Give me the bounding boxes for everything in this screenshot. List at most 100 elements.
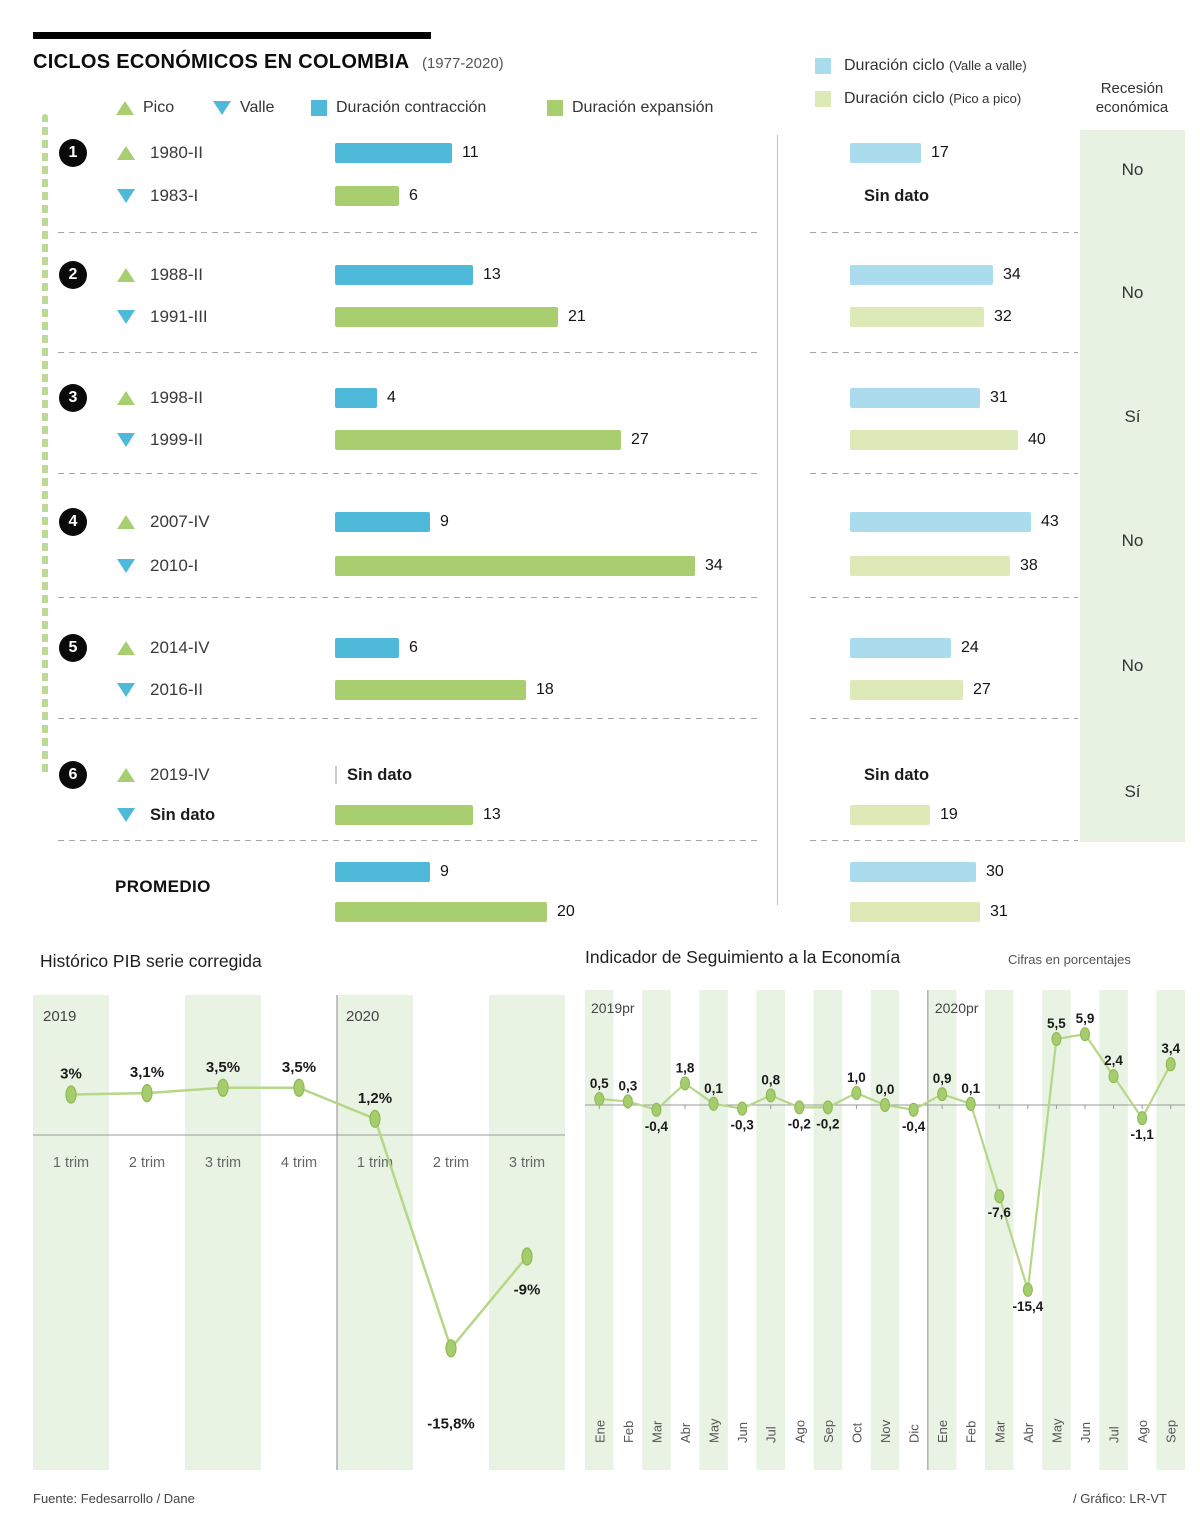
expansion-bar-value: 6: [409, 187, 418, 204]
legend-expansion: Duración expansión: [547, 99, 713, 117]
contraction-bar-value: 11: [462, 144, 479, 161]
graphic-credit: / Gráfico: LR-VT: [1073, 1491, 1167, 1506]
svg-text:0,9: 0,9: [933, 1071, 952, 1086]
cycle-vv-bar-value: 43: [1041, 513, 1059, 530]
svg-text:1,2%: 1,2%: [358, 1090, 392, 1107]
avg-cycle-pp-bar-value: 31: [990, 903, 1008, 920]
row-separator: [58, 232, 760, 233]
section-divider-line: [777, 135, 778, 905]
svg-text:3,4: 3,4: [1161, 1041, 1180, 1056]
source-credit: Fuente: Fedesarrollo / Dane: [33, 1491, 195, 1506]
contraction-swatch: [311, 100, 327, 116]
recession-status: No: [1121, 283, 1144, 302]
page-title: CICLOS ECONÓMICOS EN COLOMBIA: [33, 51, 410, 73]
avg-cycle-pp-bar: [850, 902, 980, 922]
cycle-number: 4: [59, 508, 87, 536]
pico-icon: [117, 268, 135, 282]
valle-icon: [117, 808, 135, 822]
timeline-dotted-line: [42, 114, 48, 776]
row-separator: [810, 352, 1078, 353]
valle-icon: [117, 559, 135, 573]
peak-date: 2019-IV: [150, 765, 210, 784]
expansion-bar: [335, 680, 526, 700]
svg-text:Abr: Abr: [1021, 1422, 1036, 1443]
svg-text:-0,3: -0,3: [731, 1118, 755, 1133]
legend-cycle-vv-label: Duración ciclo (Valle a valle): [844, 57, 1027, 75]
expansion-bar: [335, 556, 695, 576]
cycle-number: 2: [59, 261, 87, 289]
svg-text:-15,4: -15,4: [1012, 1299, 1043, 1314]
svg-text:2 trim: 2 trim: [433, 1155, 469, 1171]
svg-text:Feb: Feb: [621, 1421, 636, 1443]
avg-cycle-vv-bar-value: 30: [986, 863, 1004, 880]
contraction-bar-value: 9: [440, 513, 449, 530]
svg-text:3%: 3%: [60, 1066, 82, 1083]
cycle-pp-no-data: Sin dato: [864, 187, 930, 205]
svg-text:2019: 2019: [43, 1008, 76, 1025]
valley-date: 1999-II: [150, 430, 203, 449]
svg-text:1 trim: 1 trim: [357, 1155, 393, 1171]
recession-column-header: Recesión económica: [1095, 80, 1169, 116]
valle-icon: [117, 683, 135, 697]
contraction-no-data-tick: [335, 766, 337, 784]
cycle-pp-bar: [850, 680, 963, 700]
svg-text:-7,6: -7,6: [988, 1205, 1012, 1220]
cycle-pp-bar-value: 32: [994, 308, 1012, 325]
cycle-number: 1: [59, 139, 87, 167]
legend-cycle-pp-paren: (Pico a pico): [948, 91, 1022, 106]
period-label: (1977-2020): [421, 55, 504, 72]
svg-text:0,5: 0,5: [590, 1076, 609, 1091]
valley-date: 2010-I: [150, 556, 199, 575]
svg-text:Ago: Ago: [792, 1420, 807, 1443]
cycle-pp-bar-value: 38: [1020, 557, 1038, 574]
svg-text:Dic: Dic: [907, 1424, 922, 1443]
pico-icon: [117, 146, 135, 160]
legend-cycle-pp: Duración ciclo (Pico a pico): [815, 90, 1027, 108]
avg-contraction-bar: [335, 862, 430, 882]
contraction-no-data: Sin dato: [347, 766, 413, 784]
cycle-number: 3: [59, 384, 87, 412]
legend-right: Duración ciclo (Valle a valle) Duración …: [815, 57, 1027, 123]
peak-date: 1980-II: [150, 143, 203, 162]
legend-cycle-vv-paren: (Valle a valle): [948, 58, 1027, 73]
pib-chart: 2019 2020 1 trim 2 trim 3 trim 4 trim 1 trim 2 …: [33, 990, 565, 1485]
legend-expansion-label: Duración expansión: [572, 99, 714, 116]
row-separator: [810, 840, 1078, 841]
pico-icon: [117, 768, 135, 782]
promedio-label: PROMEDIO: [115, 877, 211, 896]
cycle-vv-no-data: Sin dato: [864, 766, 930, 784]
pib-chart-title: Histórico PIB serie corregida: [40, 951, 262, 971]
legend-valle-label: Valle: [240, 99, 275, 116]
svg-text:May: May: [707, 1418, 722, 1443]
contraction-bar: [335, 143, 452, 163]
title-rule: [33, 32, 431, 39]
svg-text:2019pr: 2019pr: [591, 1000, 635, 1016]
row-separator: [58, 473, 760, 474]
row-separator: [58, 597, 760, 598]
expansion-bar-value: 18: [536, 681, 554, 698]
pico-icon: [117, 391, 135, 405]
svg-text:Mar: Mar: [649, 1420, 664, 1443]
svg-text:4 trim: 4 trim: [281, 1155, 317, 1171]
valley-date: 1983-I: [150, 186, 199, 205]
row-separator: [810, 473, 1078, 474]
ise-chart-title: Indicador de Seguimiento a la Economía: [585, 947, 901, 967]
cycle-pp-bar-value: 19: [940, 806, 958, 823]
svg-text:-0,2: -0,2: [816, 1116, 839, 1131]
svg-text:Ene: Ene: [592, 1420, 607, 1443]
row-separator: [810, 232, 1078, 233]
expansion-swatch: [547, 100, 563, 116]
svg-text:Mar: Mar: [992, 1420, 1007, 1443]
legend-contraccion-label: Duración contracción: [336, 99, 487, 116]
contraction-bar: [335, 265, 473, 285]
contraction-bar: [335, 512, 430, 532]
cycle-number: 6: [59, 761, 87, 789]
expansion-bar: [335, 805, 473, 825]
contraction-bar-value: 4: [387, 389, 396, 406]
avg-expansion-bar: [335, 902, 547, 922]
valle-legend-icon: [213, 101, 231, 115]
valle-icon: [117, 433, 135, 447]
recession-status: Sí: [1124, 407, 1141, 426]
svg-text:Nov: Nov: [878, 1419, 893, 1443]
